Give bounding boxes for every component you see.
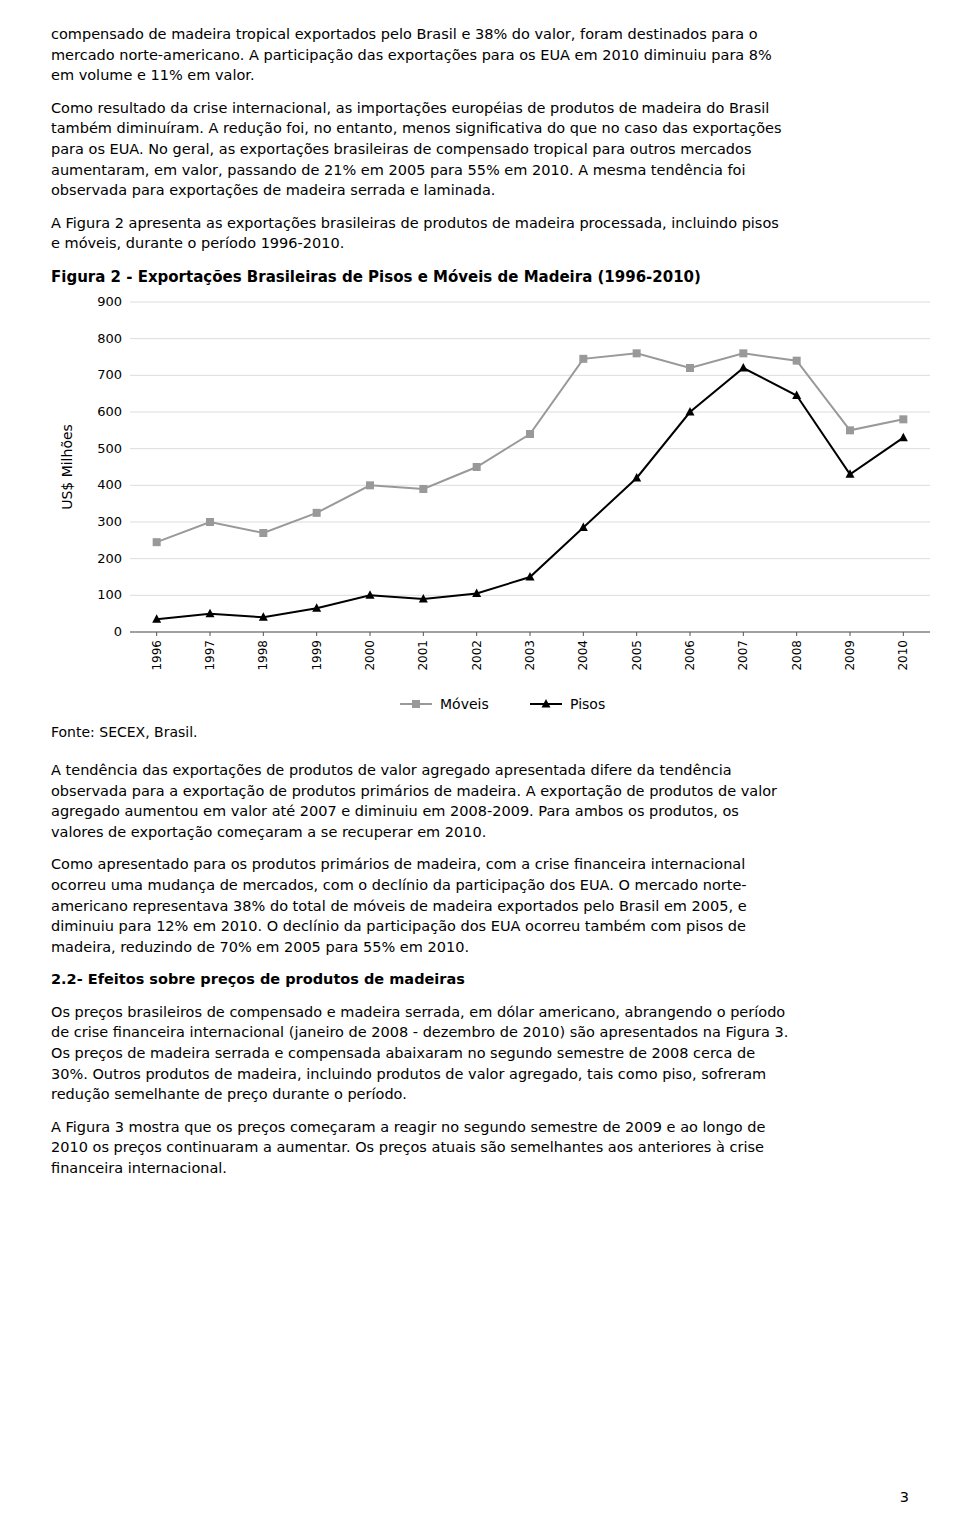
x-tick — [743, 632, 744, 636]
plot-area — [152, 349, 908, 622]
legend-label: Móveis — [440, 696, 489, 712]
series-marker — [419, 594, 428, 603]
y-tick-label: 400 — [97, 477, 122, 492]
series-marker — [472, 588, 481, 597]
series-marker — [793, 357, 801, 365]
x-tick-label: 2003 — [523, 640, 537, 671]
chart-title: Figura 2 - Exportações Brasileiras de Pi… — [51, 268, 909, 286]
source-note: Fonte: SECEX, Brasil. — [51, 724, 909, 740]
series-marker — [739, 363, 748, 372]
y-tick-label: 500 — [97, 441, 122, 456]
x-tick-label: 2009 — [843, 640, 857, 671]
paragraph: A Figura 3 mostra que os preços começara… — [51, 1117, 909, 1179]
series-marker — [313, 509, 321, 517]
page-number: 3 — [900, 1489, 909, 1505]
grid-line — [130, 301, 930, 302]
series-marker — [153, 538, 161, 546]
series-marker — [366, 481, 374, 489]
y-tick-label: 300 — [97, 514, 122, 529]
x-tick — [316, 632, 317, 636]
series-marker — [312, 603, 321, 612]
x-tick-label: 2002 — [470, 640, 484, 671]
x-tick-label: 2007 — [736, 640, 750, 671]
legend-marker — [412, 700, 420, 708]
y-axis-label: US$ Milhões — [59, 424, 75, 510]
series-marker — [579, 355, 587, 363]
series-marker — [739, 349, 747, 357]
x-tick-label: 2006 — [683, 640, 697, 671]
x-tick — [210, 632, 211, 636]
x-tick-label: 2005 — [630, 640, 644, 671]
x-tick — [583, 632, 584, 636]
series-marker — [419, 485, 427, 493]
y-tick-label: 900 — [97, 294, 122, 309]
x-tick-label: 2004 — [576, 640, 590, 671]
series-line — [157, 353, 904, 542]
y-tick-label: 200 — [97, 551, 122, 566]
series-marker — [632, 473, 641, 482]
x-tick — [530, 632, 531, 636]
series-marker — [899, 415, 907, 423]
x-tick — [636, 632, 637, 636]
x-tick — [476, 632, 477, 636]
x-tick — [370, 632, 371, 636]
paragraph: A Figura 2 apresenta as exportações bras… — [51, 213, 909, 254]
paragraph: Os preços brasileiros de compensado e ma… — [51, 1002, 909, 1105]
grid-line — [130, 485, 930, 486]
series-marker — [579, 522, 588, 531]
x-tick — [690, 632, 691, 636]
series-marker — [686, 407, 695, 416]
y-tick-label: 100 — [97, 587, 122, 602]
y-tick-label: 600 — [97, 404, 122, 419]
x-tick-label: 1998 — [256, 640, 270, 671]
y-tick-label: 700 — [97, 367, 122, 382]
legend-marker — [542, 699, 551, 708]
x-tick-label: 2000 — [363, 640, 377, 671]
y-tick-label: 800 — [97, 331, 122, 346]
series-marker — [792, 390, 801, 399]
chart: 0 100 200 300 400 500 600 700 800 900 US$ Milhões 1… — [0, 290, 960, 724]
series-line — [157, 368, 904, 619]
grid-line — [130, 558, 930, 559]
series-marker — [633, 349, 641, 357]
series-marker — [259, 529, 267, 537]
x-tick — [156, 632, 157, 636]
series-marker — [366, 590, 375, 599]
x-tick — [423, 632, 424, 636]
x-tick — [796, 632, 797, 636]
series-marker — [846, 426, 854, 434]
grid-line — [130, 338, 930, 339]
grid-line — [130, 375, 930, 376]
y-tick-label: 0 — [114, 624, 122, 639]
x-tick-label: 2001 — [416, 640, 430, 671]
x-tick — [263, 632, 264, 636]
paragraph: compensado de madeira tropical exportado… — [51, 24, 909, 86]
x-tick-label: 1997 — [203, 640, 217, 671]
series-marker — [526, 430, 534, 438]
paragraph: Como apresentado para os produtos primár… — [51, 854, 909, 957]
x-tick-label: 1996 — [150, 640, 164, 671]
series-marker — [206, 609, 215, 618]
x-tick — [903, 632, 904, 636]
series-marker — [846, 469, 855, 478]
series-marker — [152, 614, 161, 623]
paragraph: Como resultado da crise internacional, a… — [51, 98, 909, 201]
grid-line — [130, 595, 930, 596]
x-tick-label: 1999 — [310, 640, 324, 671]
paragraph: A tendência das exportações de produtos … — [51, 760, 909, 842]
series-marker — [259, 612, 268, 621]
grid-line — [130, 411, 930, 412]
legend-label: Pisos — [570, 696, 605, 712]
series-marker — [899, 433, 908, 442]
x-tick-label: 2008 — [790, 640, 804, 671]
series-marker — [686, 364, 694, 372]
grid-line — [130, 448, 930, 449]
x-tick — [850, 632, 851, 636]
grid-line — [130, 521, 930, 522]
x-tick-label: 2010 — [896, 640, 910, 671]
series-marker — [473, 463, 481, 471]
section-heading: 2.2- Efeitos sobre preços de produtos de… — [51, 969, 909, 990]
series-marker — [206, 518, 214, 526]
series-marker — [526, 572, 535, 581]
